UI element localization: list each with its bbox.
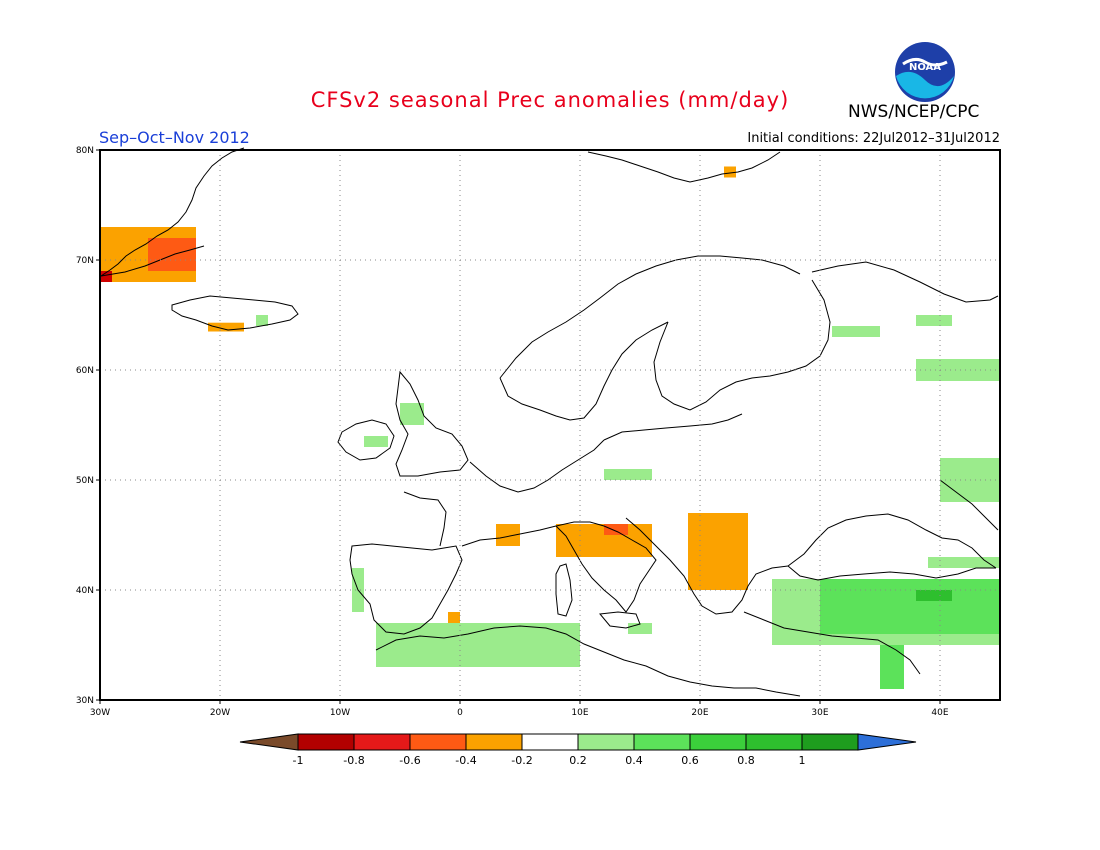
anomaly-region-20 bbox=[880, 645, 904, 689]
season-label: Sep–Oct–Nov 2012 bbox=[99, 128, 250, 147]
anomaly-layer bbox=[100, 166, 1000, 689]
lon-tick-label: 10E bbox=[571, 708, 588, 718]
anomaly-region-24 bbox=[832, 326, 880, 337]
colorbar: -1 -0.8 -0.6 -0.4 -0.2 0.2 0.4 0.6 0.8 1 bbox=[239, 733, 917, 767]
colorbar-swatch bbox=[521, 733, 579, 751]
anomaly-region-23 bbox=[916, 359, 1000, 381]
colorbar-swatch bbox=[353, 733, 411, 751]
anomaly-region-21 bbox=[928, 557, 1000, 568]
logo-text: NOAA bbox=[909, 62, 941, 73]
colorbar-label: -0.6 bbox=[399, 754, 420, 767]
lon-tick-label: 40E bbox=[931, 708, 948, 718]
colorbar-swatch bbox=[801, 733, 859, 751]
lon-tick-label: 0 bbox=[457, 708, 463, 718]
initial-conditions-label: Initial conditions: 22Jul2012–31Jul2012 bbox=[747, 131, 1000, 146]
lat-tick-label: 70N bbox=[76, 256, 94, 266]
grid-lines bbox=[100, 150, 1000, 700]
lat-tick-label: 60N bbox=[76, 366, 94, 376]
colorbar-label: 0.6 bbox=[681, 754, 699, 767]
colorbar-label: 0.2 bbox=[569, 754, 587, 767]
colorbar-label: 0.4 bbox=[625, 754, 643, 767]
lon-tick-label: 10W bbox=[330, 708, 350, 718]
colorbar-label: -0.8 bbox=[343, 754, 364, 767]
anomaly-region-5 bbox=[724, 166, 736, 178]
agency-label: NWS/NCEP/CPC bbox=[848, 102, 980, 122]
colorbar-high-arrow bbox=[857, 733, 917, 751]
coastlines bbox=[100, 147, 999, 697]
anomaly-region-6 bbox=[400, 403, 424, 425]
colorbar-swatch bbox=[633, 733, 691, 751]
anomaly-region-7 bbox=[364, 436, 388, 447]
noaa-logo-icon: NOAA bbox=[895, 42, 955, 102]
lon-tick-label: 20E bbox=[691, 708, 708, 718]
colorbar-swatch bbox=[297, 733, 355, 751]
anomaly-region-12 bbox=[688, 513, 748, 590]
lat-tick-label: 30N bbox=[76, 696, 94, 706]
anomaly-region-3 bbox=[208, 322, 244, 332]
anomaly-region-14 bbox=[448, 612, 460, 623]
axis-ticks: 80N 70N 60N 50N 40N 30N 30W 20W 10W 0 10E 20E 30E 40E bbox=[76, 146, 949, 718]
colorbar-swatch bbox=[409, 733, 467, 751]
anomaly-region-25 bbox=[916, 315, 952, 326]
lon-tick-label: 20W bbox=[210, 708, 230, 718]
colorbar-low-arrow bbox=[239, 733, 299, 751]
lat-tick-label: 50N bbox=[76, 476, 94, 486]
lat-tick-label: 80N bbox=[76, 146, 94, 156]
anomaly-region-11 bbox=[604, 524, 628, 535]
colorbar-label: 1 bbox=[799, 754, 806, 767]
lon-tick-label: 30W bbox=[90, 708, 110, 718]
colorbar-swatch bbox=[577, 733, 635, 751]
anomaly-region-4 bbox=[256, 315, 268, 326]
colorbar-swatch bbox=[745, 733, 803, 751]
anomaly-region-8 bbox=[604, 469, 652, 480]
colorbar-label: -1 bbox=[293, 754, 304, 767]
anomaly-region-19 bbox=[916, 590, 952, 601]
anomaly-region-2 bbox=[100, 271, 112, 282]
colorbar-swatch bbox=[465, 733, 523, 751]
colorbar-swatch bbox=[689, 733, 747, 751]
lat-tick-label: 40N bbox=[76, 586, 94, 596]
anomaly-region-9 bbox=[496, 524, 520, 546]
colorbar-label: -0.4 bbox=[455, 754, 476, 767]
chart-title: CFSv2 seasonal Prec anomalies (mm/day) bbox=[310, 88, 790, 112]
anomaly-region-18 bbox=[820, 579, 1000, 634]
anomaly-region-1 bbox=[148, 238, 196, 271]
colorbar-label: 0.8 bbox=[737, 754, 755, 767]
map-frame bbox=[99, 149, 1001, 701]
anomaly-region-15 bbox=[376, 623, 580, 667]
lon-tick-label: 30E bbox=[811, 708, 828, 718]
colorbar-label: -0.2 bbox=[511, 754, 532, 767]
anomaly-region-16 bbox=[628, 623, 652, 634]
